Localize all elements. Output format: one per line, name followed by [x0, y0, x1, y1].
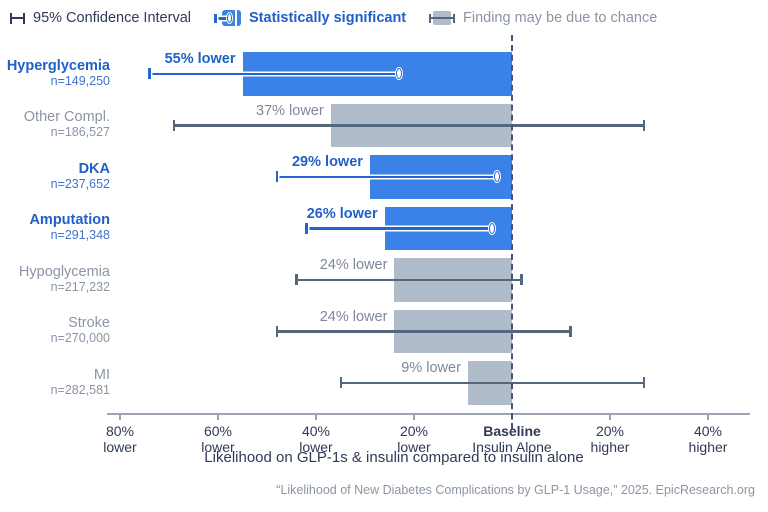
axis-tick-line1: Baseline	[483, 423, 541, 439]
value-label-other-compl: 37% lower	[256, 102, 324, 119]
category-name-hypoglycemia: Hypoglycemia	[18, 263, 110, 280]
ci-cap-left-stroke	[275, 325, 279, 337]
ci-cap-left-dka	[275, 171, 279, 183]
ci-cap-left-hypoglycemia	[295, 274, 298, 286]
value-label-amputation: 26% lower	[306, 205, 378, 222]
source-citation: “Likelihood of New Diabetes Complication…	[276, 483, 755, 497]
category-label-dka: DKA n=237,652	[0, 161, 110, 191]
x-axis-line	[107, 413, 750, 415]
value-label-stroke: 24% lower	[319, 308, 388, 325]
axis-tick-line2: lower	[103, 438, 137, 455]
axis-tick-label: 60% lower	[158, 423, 278, 455]
ci-cap-left-mi	[339, 377, 342, 389]
legend-significant-label: Statistically significant	[249, 10, 407, 26]
category-label-other-compl: Other Compl. n=186,527	[0, 109, 110, 139]
category-name-hyperglycemia: Hyperglycemia	[6, 57, 110, 74]
axis-tick	[707, 413, 709, 420]
category-n-hyperglycemia: n=149,250	[50, 73, 110, 88]
chance-bar-icon	[429, 11, 455, 25]
confidence-interval-icon	[10, 12, 25, 24]
category-label-mi: MI n=282,581	[0, 367, 110, 397]
category-name-other-compl: Other Compl.	[23, 109, 110, 126]
category-n-other-compl: n=186,527	[50, 125, 110, 140]
axis-tick-label: Baseline Insulin Alone	[452, 423, 572, 455]
axis-tick-line1: 40%	[693, 423, 723, 439]
axis-tick-line2: lower	[201, 438, 235, 455]
axis-tick	[119, 413, 121, 420]
ci-cap-right-amputation	[489, 222, 496, 234]
axis-tick	[609, 413, 611, 420]
ci-cap-left-amputation	[305, 222, 308, 234]
ci-cap-left-hyperglycemia	[148, 68, 151, 80]
category-n-stroke: n=270,000	[50, 331, 110, 346]
ci-cap-right-other-compl	[642, 119, 646, 131]
ci-line-stroke	[276, 330, 571, 333]
significant-bar-icon	[214, 10, 241, 26]
axis-tick-line1: 20%	[399, 423, 429, 439]
legend-item-chance: Finding may be due to chance	[429, 7, 657, 29]
ci-line-mi	[340, 381, 645, 384]
axis-tick-line2: Insulin Alone	[472, 438, 552, 455]
axis-tick-line1: 40%	[301, 423, 331, 439]
category-n-dka: n=237,652	[50, 176, 110, 191]
axis-tick-line2: higher	[688, 438, 728, 455]
x-axis-title: Likelihood on GLP-1s & insulin compared …	[204, 449, 584, 466]
category-n-amputation: n=291,348	[50, 228, 110, 243]
value-label-hyperglycemia: 55% lower	[164, 51, 236, 67]
axis-tick	[413, 413, 415, 420]
axis-tick-line1: 80%	[105, 423, 135, 439]
ci-cap-right-mi	[642, 377, 646, 389]
ci-cap-right-hypoglycemia	[520, 274, 523, 286]
category-label-stroke: Stroke n=270,000	[0, 315, 110, 345]
category-name-mi: MI	[93, 366, 110, 383]
axis-tick-label: 40% higher	[648, 423, 768, 455]
axis-tick-label: 40% lower	[256, 423, 376, 455]
ci-cap-left-other-compl	[172, 119, 176, 131]
ci-cap-right-dka	[494, 171, 501, 183]
value-label-dka: 29% lower	[291, 154, 363, 170]
ci-cap-right-hyperglycemia	[396, 68, 403, 80]
legend-item-confidence-interval: 95% Confidence Interval	[10, 7, 191, 29]
value-label-mi: 9% lower	[401, 360, 461, 376]
ci-line-hyperglycemia	[149, 72, 400, 75]
axis-tick-line2: lower	[299, 438, 333, 455]
legend-ci-label: 95% Confidence Interval	[33, 10, 191, 26]
axis-tick-line1: 20%	[595, 423, 625, 439]
category-n-hypoglycemia: n=217,232	[50, 279, 110, 294]
axis-tick-line2: lower	[397, 438, 431, 455]
ci-cap-right-stroke	[569, 325, 572, 337]
axis-tick-line1: 60%	[203, 423, 233, 439]
baseline-dashed-line	[511, 35, 513, 429]
category-n-mi: n=282,581	[50, 382, 110, 397]
axis-tick-label: 20% higher	[550, 423, 670, 455]
category-name-amputation: Amputation	[29, 212, 110, 229]
category-name-stroke: Stroke	[68, 315, 110, 332]
category-label-hypoglycemia: Hypoglycemia n=217,232	[0, 264, 110, 294]
ci-line-other-compl	[173, 124, 645, 127]
ci-line-hypoglycemia	[296, 278, 522, 281]
axis-tick	[315, 413, 317, 420]
axis-tick-line2: higher	[590, 438, 630, 455]
legend-item-significant: Statistically significant	[214, 7, 406, 29]
category-label-hyperglycemia: Hyperglycemia n=149,250	[0, 58, 110, 88]
axis-tick-label: 80% lower	[60, 423, 180, 455]
ci-line-dka	[276, 175, 498, 178]
axis-tick-label: 20% lower	[354, 423, 474, 455]
category-label-amputation: Amputation n=291,348	[0, 212, 110, 242]
value-label-hypoglycemia: 24% lower	[319, 257, 388, 273]
ci-line-amputation	[306, 227, 493, 230]
category-name-dka: DKA	[78, 160, 110, 177]
axis-tick	[217, 413, 219, 420]
legend-chance-label: Finding may be due to chance	[463, 10, 658, 26]
